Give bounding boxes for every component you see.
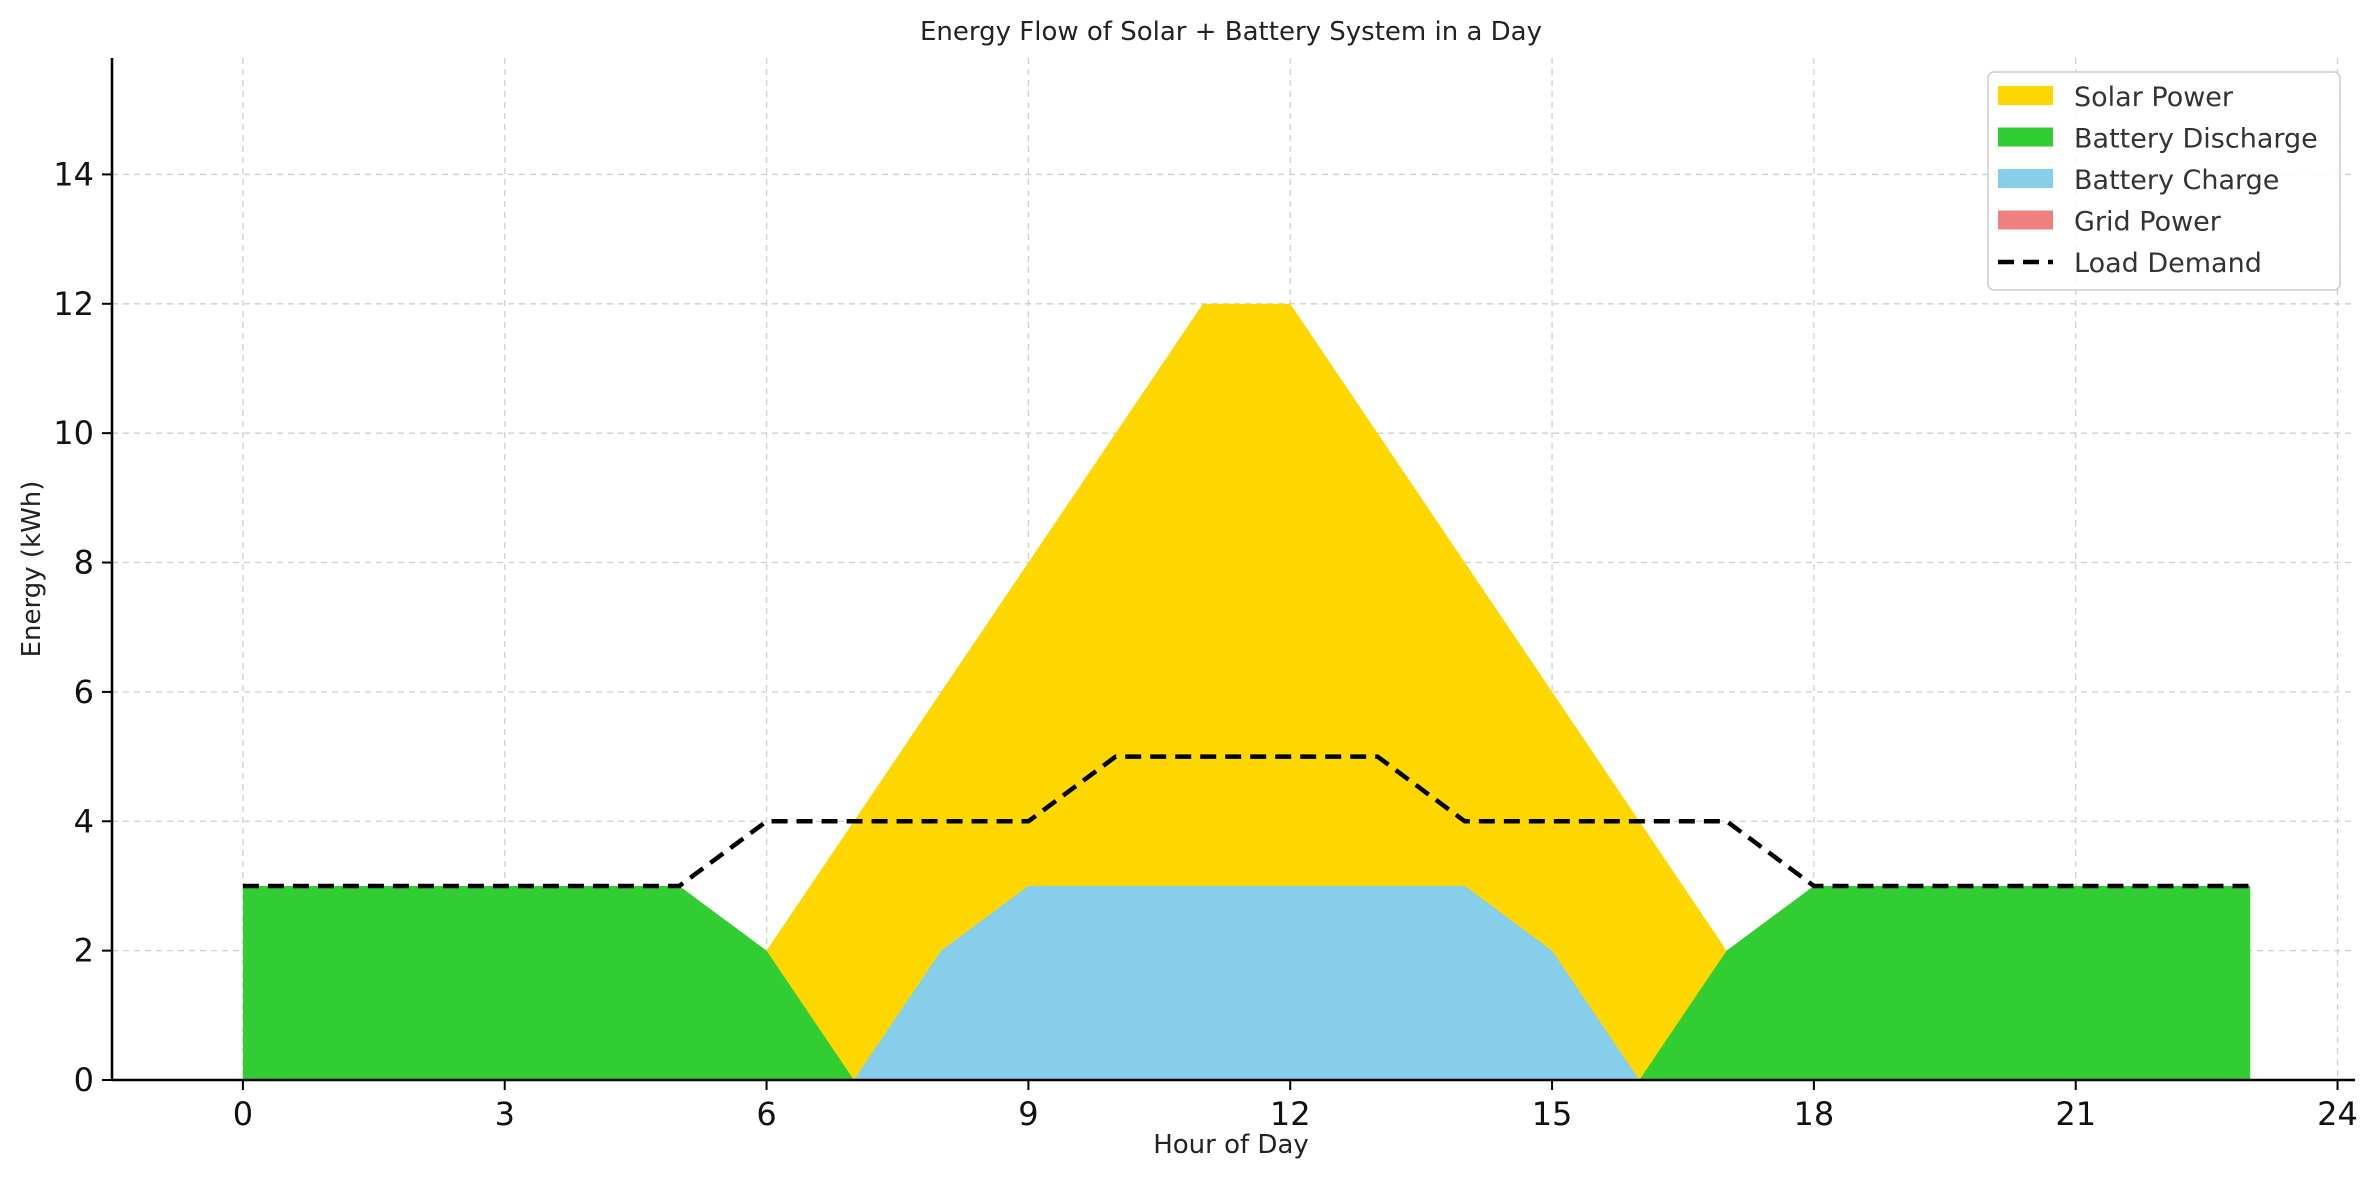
legend: Solar Power Battery Discharge Battery Char…	[1987, 71, 2341, 291]
legend-label-solar-power: Solar Power	[2074, 82, 2234, 113]
x-tick-label: 3	[495, 1095, 515, 1133]
x-tick-label: 15	[1532, 1095, 1573, 1133]
area-battery-discharge	[242, 885, 2251, 1080]
x-tick-label: 21	[2055, 1095, 2096, 1133]
y-tick-label: 8	[74, 544, 94, 582]
chart-title: Energy Flow of Solar + Battery System in…	[920, 17, 1542, 47]
legend-swatch-battery-charge	[1998, 169, 2053, 188]
y-axis-label: Energy (kWh)	[17, 481, 47, 658]
axes	[110, 58, 2355, 1082]
y-tick-label: 12	[53, 285, 94, 323]
y-tick-label: 2	[74, 932, 94, 970]
y-tick-label: 14	[53, 155, 94, 193]
y-tick-label: 6	[74, 673, 94, 711]
y-ticks: 0 2 4 6 8 10 12 14	[53, 155, 112, 1099]
line-load-demand	[242, 754, 2251, 889]
x-tick-label: 0	[233, 1095, 253, 1133]
x-ticks: 0 3 6 9 12 15 18 21 24	[233, 1080, 2358, 1133]
plot-areas	[242, 303, 2251, 1080]
legend-swatch-grid-power	[1998, 210, 2053, 230]
legend-swatch-solar-power	[1998, 86, 2053, 105]
legend-label-load-demand: Load Demand	[2074, 248, 2262, 279]
y-tick-label: 0	[74, 1061, 94, 1099]
area-solar-power	[242, 303, 2251, 1080]
x-tick-label: 18	[1794, 1095, 1835, 1133]
legend-swatch-battery-discharge	[1998, 127, 2053, 147]
y-tick-label: 10	[53, 414, 94, 452]
x-tick-label: 6	[756, 1095, 776, 1133]
legend-frame	[1987, 71, 2341, 291]
y-tick-label: 4	[74, 802, 94, 840]
legend-label-battery-discharge: Battery Discharge	[2074, 124, 2318, 155]
x-tick-label: 24	[2317, 1095, 2358, 1133]
x-tick-label: 9	[1018, 1095, 1038, 1133]
legend-label-grid-power: Grid Power	[2074, 207, 2222, 238]
x-tick-label: 12	[1270, 1095, 1311, 1133]
x-axis-label: Hour of Day	[1153, 1130, 1309, 1160]
area-battery-charge	[242, 885, 2251, 1080]
legend-label-battery-charge: Battery Charge	[2074, 165, 2279, 196]
plot-lines	[242, 754, 2251, 889]
